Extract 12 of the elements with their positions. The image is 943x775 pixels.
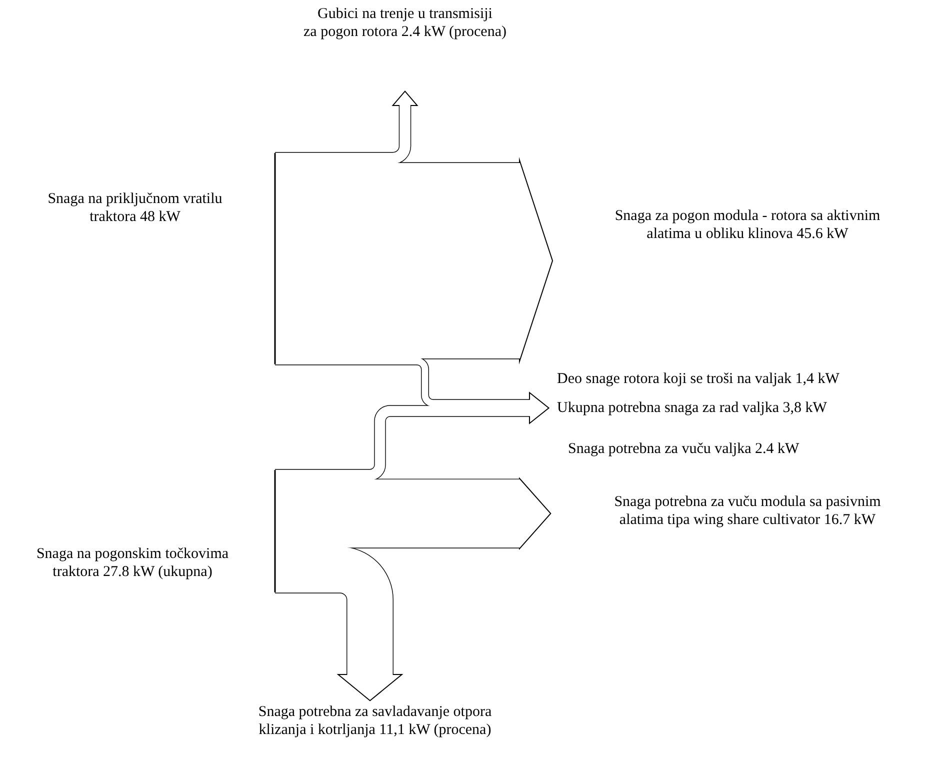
data-label: 2.4 kW bbox=[755, 441, 800, 457]
category-label: Deo snage rotora koji se troši na valjak bbox=[557, 371, 792, 387]
data-label: 27.8 kW (ukupna) bbox=[103, 564, 212, 580]
data-label: 2.4 kW (procena) bbox=[401, 24, 506, 40]
data-label: 48 kW bbox=[140, 209, 180, 225]
data-label: 16.7 kW bbox=[824, 512, 876, 528]
category-label: Ukupna potrebna snaga za rad valjka bbox=[557, 400, 779, 416]
data-label: 45.6 kW bbox=[796, 226, 848, 242]
data-label: 11,1 kW (procena) bbox=[379, 722, 492, 738]
category-label: Snaga potrebna za vuču valjka bbox=[568, 441, 752, 457]
data-label: 1,4 kW bbox=[795, 371, 840, 387]
data-label: 3,8 kW bbox=[782, 400, 827, 416]
